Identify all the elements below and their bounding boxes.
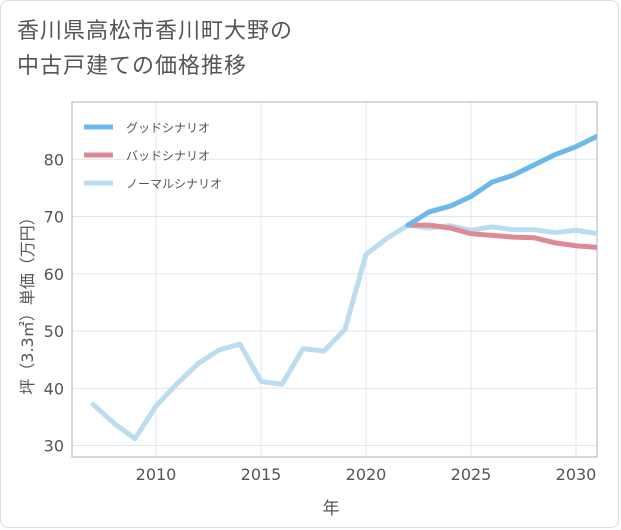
y-tick-label: 50 (44, 322, 64, 341)
y-tick-label: 70 (44, 208, 64, 227)
x-tick-label: 2010 (136, 465, 177, 484)
x-axis-label: 年 (323, 499, 340, 519)
title-line-2: 中古戸建ての価格推移 (17, 54, 248, 79)
y-axis-label: 坪（3.3㎡）単価（万円） (18, 209, 37, 394)
series-lines (90, 133, 597, 442)
grid (72, 102, 597, 457)
x-tick-label: 2020 (346, 465, 387, 484)
y-tick-label: 30 (44, 437, 64, 456)
y-axis-ticks: 30 40 50 60 70 80 (44, 150, 64, 455)
title-line-1: 香川県高松市香川町大野の (17, 19, 294, 44)
series-line-1 (405, 222, 597, 250)
page-title: 香川県高松市香川町大野の 中古戸建ての価格推移 (17, 14, 577, 84)
x-tick-label: 2025 (451, 465, 492, 484)
x-tick-label: 2015 (241, 465, 282, 484)
legend-label-1: バッドシナリオ (126, 149, 210, 163)
legend-label-2: ノーマルシナリオ (126, 177, 222, 191)
y-tick-label: 80 (44, 150, 64, 169)
series-line-2 (90, 222, 597, 442)
legend-label-0: グッドシナリオ (126, 121, 210, 135)
series-line-0 (405, 133, 597, 228)
y-tick-label: 40 (44, 379, 64, 398)
x-tick-label: 2030 (556, 465, 597, 484)
plot-border (71, 101, 598, 458)
y-tick-label: 60 (44, 265, 64, 284)
x-axis-ticks: 2010 2015 2020 2025 2030 (136, 465, 597, 484)
